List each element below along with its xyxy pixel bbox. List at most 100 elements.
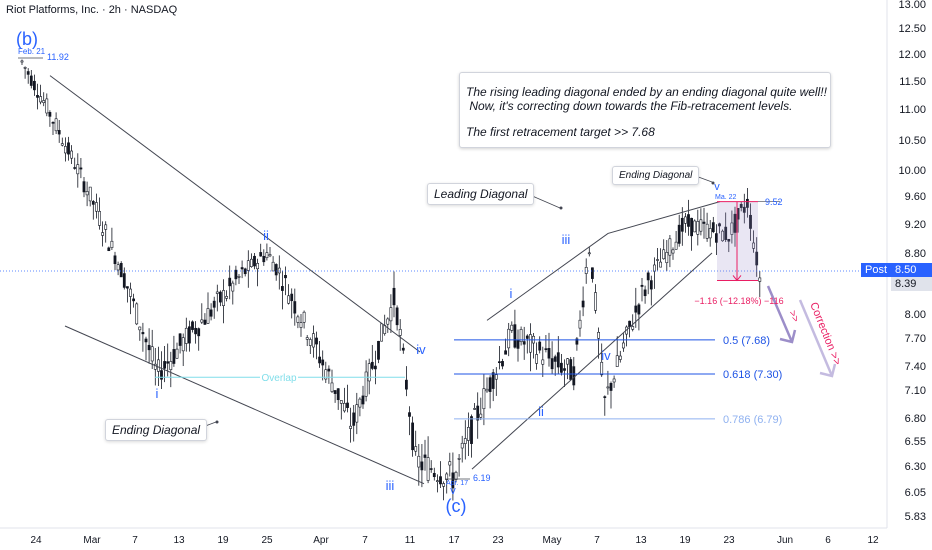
candle-body xyxy=(386,318,390,325)
y-tick-label: 9.60 xyxy=(905,191,926,203)
candle-body xyxy=(110,240,114,248)
y-tick-label: 10.00 xyxy=(898,165,926,177)
candle-body xyxy=(64,146,67,154)
y-tick-label: 11.00 xyxy=(899,104,926,116)
candle-body xyxy=(29,75,33,86)
x-tick-label: May xyxy=(543,535,562,546)
candle-body xyxy=(491,372,495,389)
y-tick-label: 6.05 xyxy=(905,487,926,499)
candle-body xyxy=(563,368,566,371)
candle-body xyxy=(621,342,625,349)
x-tick-label: 13 xyxy=(173,535,185,546)
candle-body xyxy=(231,282,235,292)
candle-body xyxy=(104,224,108,230)
candle-body xyxy=(609,383,613,391)
candle-body xyxy=(256,263,260,270)
candle-body xyxy=(73,167,77,169)
wave-label: (b) xyxy=(16,29,38,49)
candle-body xyxy=(339,400,343,404)
candle-body xyxy=(752,242,756,249)
x-tick-label: 23 xyxy=(723,535,735,546)
candle-body xyxy=(324,369,328,380)
candle-body xyxy=(538,341,542,351)
candle-body xyxy=(253,255,256,267)
candle-body xyxy=(594,292,597,311)
candle-body xyxy=(290,293,294,302)
candle-body xyxy=(404,379,408,390)
y-tick-label: 8.80 xyxy=(905,248,926,260)
wave-label: ii xyxy=(538,404,544,419)
candle-body xyxy=(228,277,232,287)
ending-diagonal-upper-line xyxy=(49,75,421,353)
candle-body xyxy=(191,321,194,330)
candle-body xyxy=(507,328,511,349)
candle-body xyxy=(178,333,182,346)
candle-body xyxy=(181,337,185,352)
candle-body xyxy=(581,300,585,308)
candle-body xyxy=(426,457,430,481)
correction-arrow-2-head xyxy=(819,363,837,378)
y-tick-label: 13.00 xyxy=(898,0,926,11)
ending-diagonal-label-left: Ending Diagonal xyxy=(105,419,208,441)
candle-body xyxy=(389,307,393,322)
candle-body xyxy=(643,289,647,297)
candle-body xyxy=(116,264,120,271)
fib-level-label: 0.618 (7.30) xyxy=(723,369,782,381)
candle-body xyxy=(293,301,297,314)
x-tick-label: 7 xyxy=(594,535,600,546)
candle-body xyxy=(584,267,588,274)
candle-body xyxy=(435,480,439,482)
candle-body xyxy=(612,378,616,383)
x-tick-label: 25 xyxy=(261,535,273,546)
ending-right-pointer-dot xyxy=(711,181,715,185)
fib-level-label: 0.5 (7.68) xyxy=(723,335,770,347)
y-tick-label: 5.83 xyxy=(905,511,926,523)
candle-body xyxy=(172,349,176,364)
candle-body xyxy=(91,201,95,205)
candle-body xyxy=(209,309,213,317)
candle-body xyxy=(265,252,269,259)
wave-label: iv xyxy=(416,342,426,357)
candle-body xyxy=(721,230,725,242)
candle-body xyxy=(194,327,198,335)
candle-body xyxy=(138,326,142,331)
wave-label: v xyxy=(714,181,720,193)
candle-body xyxy=(206,308,210,324)
candle-body xyxy=(501,361,504,367)
candle-body xyxy=(203,319,207,325)
x-tick-label: 19 xyxy=(679,535,691,546)
candle-body xyxy=(355,404,359,423)
callout-line-3: The first retracement target >> 7.68 xyxy=(466,125,655,139)
candle-body xyxy=(547,348,551,359)
candle-body xyxy=(494,374,498,380)
candle-body xyxy=(392,287,396,306)
candle-body xyxy=(39,96,43,103)
may22-date-label: Ma. 22 xyxy=(715,194,737,201)
candle-body xyxy=(730,222,734,235)
wave-label: i xyxy=(156,386,159,401)
candle-body xyxy=(470,416,473,444)
candle-body xyxy=(566,358,570,365)
candle-body xyxy=(95,202,98,212)
candle-body xyxy=(36,95,39,98)
candle-body xyxy=(618,355,622,360)
x-tick-label: 7 xyxy=(132,535,138,546)
candle-body xyxy=(519,329,523,343)
candle-body xyxy=(169,361,173,371)
candle-body xyxy=(516,339,520,349)
candle-body xyxy=(188,326,191,344)
candle-body xyxy=(308,339,312,346)
candle-body xyxy=(578,319,582,329)
candle-body xyxy=(559,362,563,373)
candle-body xyxy=(274,264,278,276)
candle-body xyxy=(401,347,405,351)
candle-body xyxy=(429,468,433,470)
wave-label: v xyxy=(450,485,456,497)
candle-body xyxy=(184,327,188,344)
correction-arrow-1-head xyxy=(779,329,797,344)
candle-body xyxy=(284,275,287,279)
candle-body xyxy=(600,361,604,376)
y-tick-label: 12.00 xyxy=(898,49,926,61)
callout-line-1: The rising leading diagonal ended by an … xyxy=(466,85,827,99)
